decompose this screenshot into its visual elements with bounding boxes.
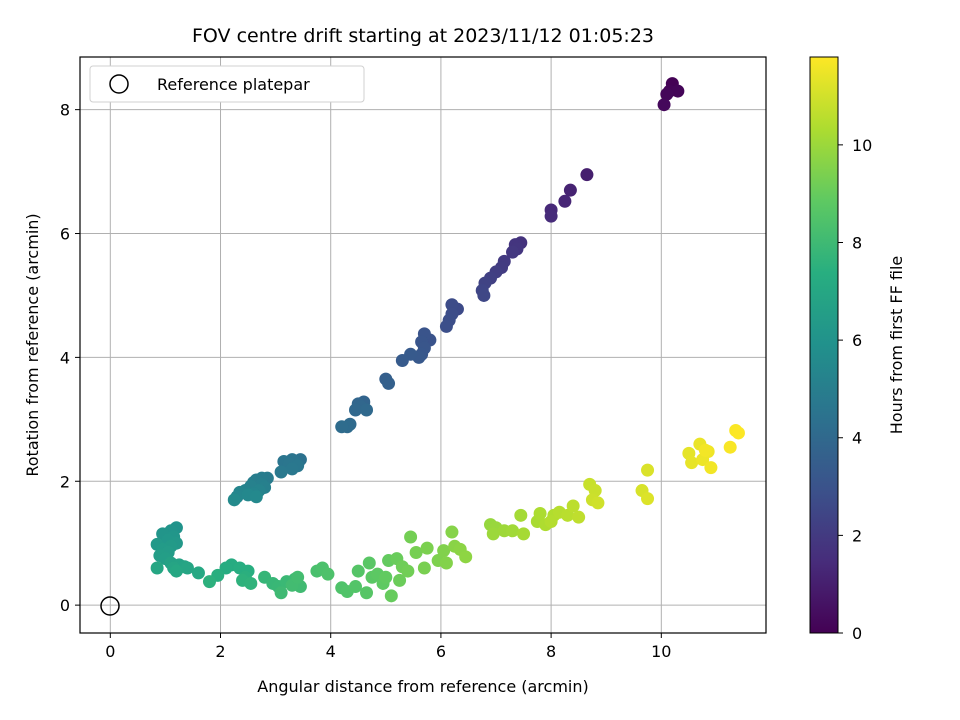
data-point <box>445 298 459 312</box>
colorbar-tick-label: 0 <box>852 624 862 643</box>
colorbar-ticks: 0 2 4 6 8 10 <box>838 136 872 643</box>
data-point <box>401 564 415 578</box>
x-tick-label: 2 <box>215 642 225 661</box>
y-axis-ticks: 0 2 4 6 8 <box>60 101 80 615</box>
data-point <box>437 544 451 558</box>
x-tick-label: 8 <box>546 642 556 661</box>
data-point <box>704 461 718 475</box>
data-point <box>517 527 531 541</box>
data-point <box>641 463 655 477</box>
data-point <box>544 515 558 529</box>
data-point <box>244 576 258 590</box>
data-point <box>169 564 183 578</box>
data-point <box>506 245 520 259</box>
data-point <box>384 589 398 603</box>
data-point <box>349 580 363 594</box>
colorbar-tick-label: 6 <box>852 331 862 350</box>
data-point <box>409 545 423 559</box>
colorbar-tick-label: 4 <box>852 429 862 448</box>
data-point <box>335 420 349 434</box>
data-point <box>249 490 263 504</box>
x-tick-label: 0 <box>105 642 115 661</box>
y-tick-label: 6 <box>60 225 70 244</box>
data-point <box>285 462 299 476</box>
data-point <box>404 530 418 544</box>
data-point <box>362 556 376 570</box>
data-point <box>486 527 500 541</box>
y-tick-label: 2 <box>60 472 70 491</box>
x-axis-ticks: 0 2 4 6 8 10 <box>105 633 671 661</box>
data-point <box>150 561 164 575</box>
data-point <box>660 87 674 101</box>
data-point <box>572 510 586 524</box>
data-point <box>360 586 374 600</box>
data-point <box>445 525 459 539</box>
y-tick-label: 4 <box>60 348 70 367</box>
legend-marker <box>109 74 129 94</box>
data-point <box>657 98 671 112</box>
data-point <box>698 443 712 457</box>
data-point <box>291 570 305 584</box>
plot-frame <box>79 56 767 634</box>
data-point <box>180 561 194 575</box>
data-point <box>506 524 520 538</box>
data-point <box>591 496 605 510</box>
data-point <box>379 570 393 584</box>
data-point <box>544 209 558 223</box>
data-point <box>558 194 572 208</box>
reference-marker <box>100 596 120 616</box>
data-point <box>202 575 216 589</box>
x-tick-label: 4 <box>326 642 336 661</box>
data-point <box>723 440 737 454</box>
data-point <box>563 183 577 197</box>
data-point <box>191 566 205 580</box>
data-point <box>351 564 365 578</box>
data-points <box>150 77 745 603</box>
data-point <box>533 506 547 520</box>
y-axis-label: Rotation from reference (arcmin) <box>23 213 42 476</box>
x-tick-label: 6 <box>436 642 446 661</box>
colorbar: 0 2 4 6 8 10 Hours from first FF file <box>809 56 906 643</box>
data-point <box>393 573 407 587</box>
colorbar-tick-label: 10 <box>852 136 872 155</box>
colorbar-label: Hours from first FF file <box>887 256 906 435</box>
data-point <box>360 403 374 417</box>
data-point <box>580 168 594 182</box>
legend-box <box>89 65 365 103</box>
x-tick-label: 10 <box>651 642 671 661</box>
data-point <box>227 493 241 507</box>
data-point <box>274 465 288 479</box>
colorbar-gradient <box>809 56 839 634</box>
data-point <box>685 456 699 470</box>
data-point <box>641 492 655 506</box>
legend-label: Reference platepar <box>157 75 310 94</box>
chart-title: FOV centre drift starting at 2023/11/12 … <box>192 25 654 47</box>
data-point <box>439 319 453 333</box>
data-point <box>566 499 580 513</box>
data-point <box>349 403 363 417</box>
data-point <box>395 353 409 367</box>
colorbar-tick-label: 8 <box>852 233 862 252</box>
y-tick-label: 8 <box>60 101 70 120</box>
data-point <box>477 288 491 302</box>
data-point <box>514 508 528 522</box>
data-point <box>219 561 233 575</box>
legend: Reference platepar <box>89 65 365 103</box>
data-point <box>274 586 288 600</box>
data-point <box>420 541 434 555</box>
data-point <box>439 556 453 570</box>
colorbar-tick-label: 2 <box>852 526 862 545</box>
data-point <box>382 376 396 390</box>
data-point <box>731 426 745 440</box>
data-point <box>671 84 685 98</box>
y-tick-label: 0 <box>60 596 70 615</box>
x-axis-label: Angular distance from reference (arcmin) <box>257 677 588 696</box>
data-point <box>417 561 431 575</box>
data-point <box>459 550 473 564</box>
data-point <box>321 567 335 581</box>
